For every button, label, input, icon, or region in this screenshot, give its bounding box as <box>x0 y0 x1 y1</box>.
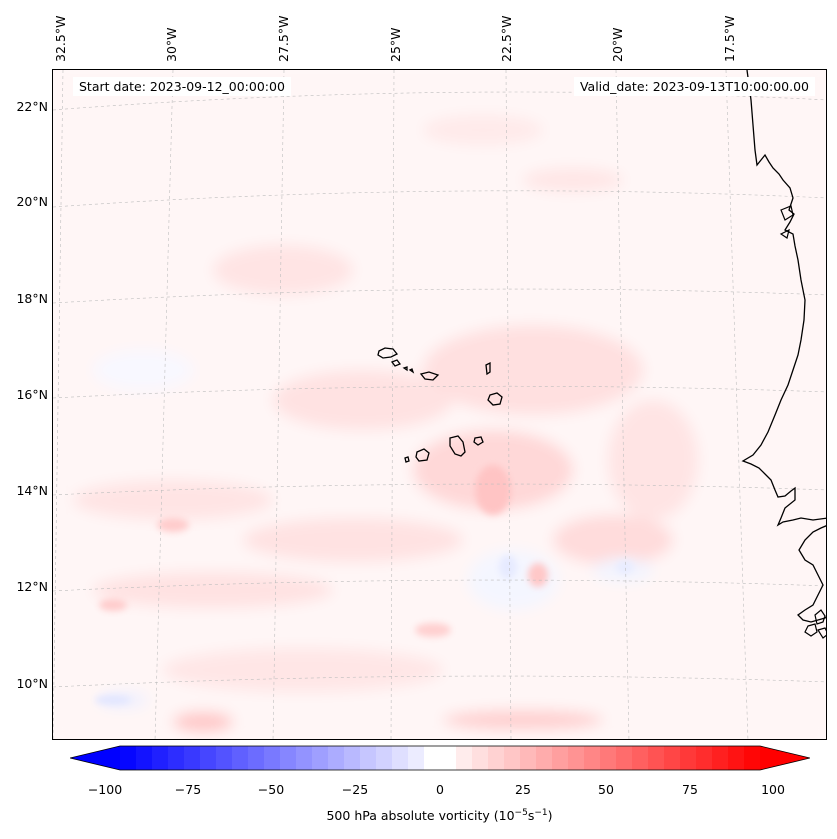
colorbar-segment <box>696 746 713 770</box>
colorbar-segment <box>360 746 377 770</box>
colorbar-segment <box>552 746 569 770</box>
lat-label-10n: 10°N <box>16 676 48 691</box>
colorbar-segment <box>136 746 153 770</box>
colorbar-segment <box>648 746 665 770</box>
lat-label-12n: 12°N <box>16 579 48 594</box>
colorbar-tick-neg25: −25 <box>341 782 369 797</box>
vorticity-map <box>53 70 826 739</box>
colorbar-segment <box>568 746 585 770</box>
lon-label-20w: 20°W <box>610 27 625 62</box>
colorbar-segment <box>744 746 761 770</box>
vorticity-field <box>53 70 826 739</box>
colorbar-segment <box>712 746 729 770</box>
colorbar-extend-high <box>760 746 810 770</box>
colorbar-segment <box>440 746 457 770</box>
lon-label-27-5w: 27.5°W <box>276 15 291 62</box>
colorbar-tick-neg75: −75 <box>174 782 202 797</box>
lat-label-14n: 14°N <box>16 483 48 498</box>
colorbar-segment <box>392 746 409 770</box>
colorbar-tick-0: 0 <box>436 782 444 797</box>
colorbar-tick-100: 100 <box>761 782 785 797</box>
lat-label-20n: 20°N <box>16 194 48 209</box>
valid-date-label: Valid_date: 2023-09-13T10:00:00.00 <box>573 77 815 96</box>
lon-label-25w: 25°W <box>388 27 403 62</box>
colorbar-segment <box>184 746 201 770</box>
colorbar-segment <box>584 746 601 770</box>
colorbar-segment <box>152 746 169 770</box>
colorbar-segment <box>200 746 217 770</box>
colorbar-tick-neg100: −100 <box>87 782 123 797</box>
colorbar-segment <box>408 746 425 770</box>
colorbar-segment <box>728 746 745 770</box>
coastline-africa <box>741 70 826 527</box>
start-date-label: Start date: 2023-09-12_00:00:00 <box>73 77 291 96</box>
colorbar-segment <box>264 746 281 770</box>
colorbar-segment <box>344 746 361 770</box>
colorbar-segment <box>216 746 233 770</box>
lon-label-17-5w: 17.5°W <box>722 15 737 62</box>
colorbar-label: 500 hPa absolute vorticity (10−5s−1) <box>326 808 553 824</box>
colorbar-segment <box>296 746 313 770</box>
lon-label-32-5w: 32.5°W <box>53 15 68 62</box>
lon-label-30w: 30°W <box>164 27 179 62</box>
colorbar-segment <box>312 746 329 770</box>
colorbar-segment <box>120 746 137 770</box>
colorbar-segment <box>616 746 633 770</box>
colorbar-segment <box>328 746 345 770</box>
colorbar-extend-low <box>70 746 120 770</box>
colorbar-segment <box>376 746 393 770</box>
colorbar-segment <box>168 746 185 770</box>
graticule <box>53 70 826 739</box>
colorbar-tick-75: 75 <box>682 782 698 797</box>
map-panel <box>52 69 827 740</box>
colorbar-tick-50: 50 <box>598 782 614 797</box>
lat-label-16n: 16°N <box>16 387 48 402</box>
colorbar-segment <box>680 746 697 770</box>
colorbar-segment <box>456 746 473 770</box>
colorbar-tick-neg50: −50 <box>257 782 285 797</box>
coastline-africa-south <box>796 525 826 623</box>
colorbar-segment <box>472 746 489 770</box>
colorbar-segment <box>424 746 441 770</box>
cape-verde-islands <box>377 347 503 463</box>
colorbar-segment <box>536 746 553 770</box>
colorbar-segment <box>600 746 617 770</box>
colorbar-segment <box>504 746 521 770</box>
colorbar-segment <box>280 746 297 770</box>
colorbar-scale <box>69 745 811 771</box>
colorbar-segment <box>248 746 265 770</box>
colorbar <box>69 744 811 774</box>
lat-label-22n: 22°N <box>16 99 48 114</box>
colorbar-segment <box>664 746 681 770</box>
colorbar-segment <box>632 746 649 770</box>
colorbar-segment <box>232 746 249 770</box>
colorbar-segment <box>520 746 537 770</box>
colorbar-segment <box>488 746 505 770</box>
colorbar-tick-25: 25 <box>515 782 531 797</box>
lat-label-18n: 18°N <box>16 291 48 306</box>
lon-label-22-5w: 22.5°W <box>499 15 514 62</box>
